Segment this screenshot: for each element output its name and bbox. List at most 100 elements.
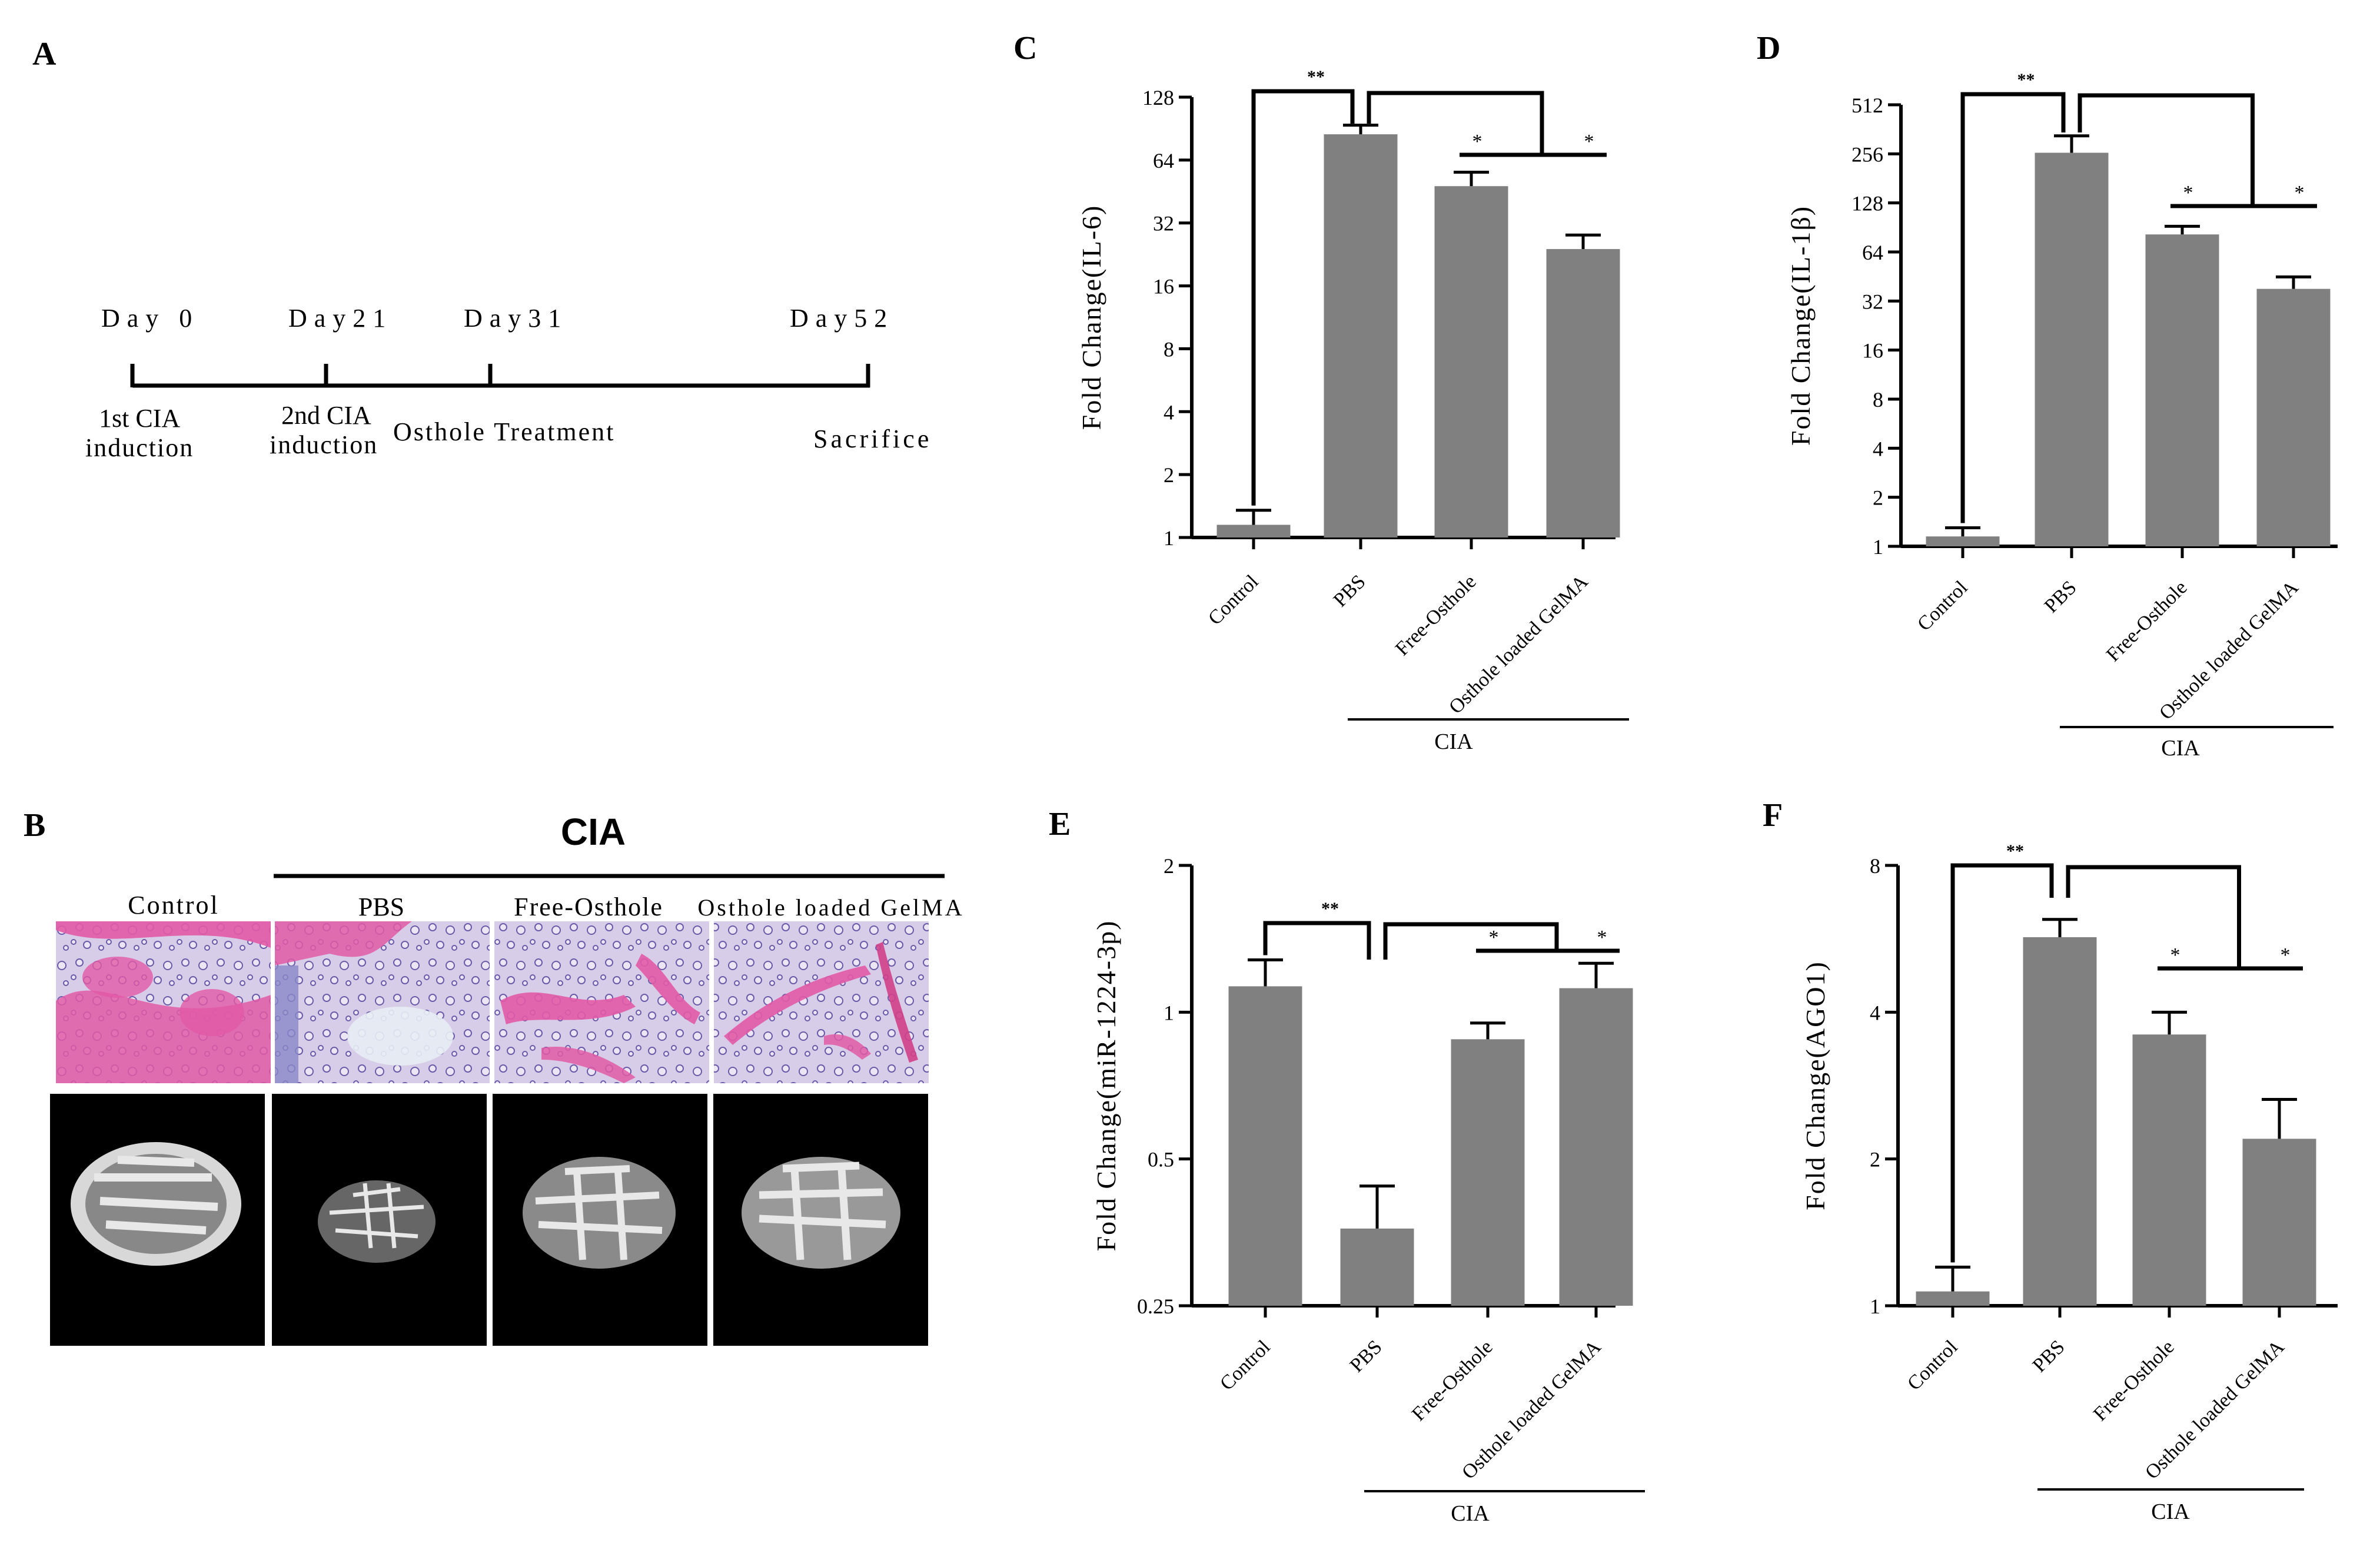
bar: [1546, 249, 1620, 537]
bar: [2145, 234, 2219, 547]
event-1st-induction: induction: [85, 433, 194, 462]
group-label: CIA: [1434, 729, 1473, 754]
chart-f: 1 2 4 8 Fold Change(AGO1) Control PBS Free-Osth…: [1800, 841, 2338, 1524]
y-tick-label: 4: [1164, 400, 1174, 424]
he-image-pbs: [275, 921, 490, 1083]
y-tick-label: 32: [1862, 290, 1883, 313]
significance-bracket: [2077, 93, 2255, 206]
y-tick-label: 4: [1873, 437, 1883, 460]
col-label-control: Control: [128, 891, 219, 920]
panel-a-letter: A: [32, 36, 56, 72]
panel-a: A Day 0 Day21 Day31 Day52 1st CIA induct…: [32, 36, 932, 462]
col-label-free-osthole: Free-Osthole: [514, 892, 663, 921]
day-label-31: Day31: [464, 304, 568, 333]
he-image-free-osthole: [494, 921, 709, 1083]
chart-c: 1 2 4 8 16 32 64 128 Fold Change(IL-6) Control PBS…: [1076, 67, 1629, 754]
category-label: Free-Osthole: [2102, 576, 2192, 666]
event-2nd-cia: 2nd CIA: [281, 401, 371, 430]
bar: [1451, 1039, 1525, 1306]
bar: [2242, 1139, 2316, 1306]
panel-d-letter: D: [1757, 30, 1780, 67]
significance-label: *: [1597, 927, 1607, 948]
bar: [1559, 988, 1633, 1306]
significance-label: **: [1307, 67, 1325, 87]
panel-c-letter: C: [1013, 30, 1037, 67]
significance-label: *: [2281, 944, 2291, 966]
microct-image-control: [50, 1094, 265, 1346]
category-label: Control: [1204, 570, 1263, 629]
significance-bracket: [1383, 922, 1559, 960]
y-tick-label: 128: [1852, 192, 1883, 215]
bar: [2256, 288, 2331, 546]
y-tick-label: 512: [1852, 94, 1883, 117]
y-tick-label: 0.25: [1137, 1295, 1174, 1318]
y-tick-label: 1: [1870, 1295, 1880, 1318]
y-tick-label: 32: [1153, 212, 1174, 235]
day-label-21: Day21: [288, 304, 393, 333]
he-image-gelma: [714, 921, 929, 1083]
significance-label: *: [1472, 131, 1482, 152]
cia-header: CIA: [561, 811, 626, 853]
category-label: Control: [1216, 1336, 1275, 1395]
event-treatment: Osthole Treatment: [393, 417, 615, 446]
y-tick-label: 8: [1873, 388, 1883, 412]
event-1st-cia: 1st CIA: [99, 404, 180, 433]
group-label: CIA: [2151, 1499, 2190, 1524]
panel-e-letter: E: [1049, 806, 1071, 842]
bar: [1340, 1228, 1414, 1306]
category-label: PBS: [2029, 1336, 2069, 1376]
y-tick-label: 64: [1153, 149, 1174, 172]
significance-bracket: [1367, 91, 1544, 155]
he-image-control: [56, 921, 271, 1083]
category-label: Free-Osthole: [2089, 1336, 2179, 1425]
y-tick-label: 8: [1870, 854, 1880, 878]
significance-label: **: [1321, 899, 1339, 918]
category-label: Free-Osthole: [1408, 1336, 1497, 1425]
y-tick-label: 256: [1852, 142, 1883, 166]
group-label: CIA: [2161, 736, 2200, 761]
day-label-52: Day52: [790, 304, 894, 333]
significance-bracket: [1950, 863, 2054, 1263]
significance-label: **: [2017, 70, 2035, 89]
bar: [1916, 1291, 1990, 1306]
panel-c: C 1 2 4 8 16 32 64 128 Fold Change(IL-6) Control P…: [1013, 30, 1629, 754]
panel-d: D 1 2 4 8 16 32 64 128 256 512 Fold Change(IL-1β) C…: [1757, 30, 2338, 761]
col-label-gelma: Osthole loaded GelMA: [697, 894, 964, 921]
bar: [1228, 986, 1302, 1306]
y-tick-label: 128: [1142, 86, 1174, 109]
col-label-pbs: PBS: [358, 892, 404, 921]
y-tick-label: 2: [1870, 1148, 1880, 1172]
panel-e: E 0.25 0.5 1 2 Fold Change(miR-1224-3p) Contr…: [1049, 806, 1645, 1526]
category-label: PBS: [1346, 1336, 1387, 1376]
significance-bracket: [2066, 865, 2241, 968]
event-sacrifice: Sacrifice: [813, 424, 932, 453]
microct-image-free-osthole: [493, 1094, 707, 1346]
y-tick-label: 1: [1873, 535, 1883, 559]
microct-image-gelma: [713, 1094, 928, 1346]
y-tick-label: 16: [1153, 275, 1174, 298]
bar: [1216, 525, 1291, 537]
category-label: Free-Osthole: [1391, 570, 1481, 660]
category-label: Control: [1903, 1336, 1962, 1395]
bar: [1926, 536, 2000, 546]
significance-label: *: [2170, 944, 2180, 966]
bar: [1434, 186, 1508, 537]
y-tick-label: 1: [1164, 526, 1174, 550]
significance-label: *: [2295, 182, 2305, 204]
bar: [2035, 152, 2109, 546]
y-tick-label: 16: [1862, 339, 1883, 363]
event-2nd-induction: induction: [270, 430, 378, 459]
panel-f: F 1 2 4 8 Fold Change(AGO1) Control PBS Free-Os…: [1763, 797, 2338, 1524]
panel-f-letter: F: [1763, 797, 1783, 834]
chart-e: 0.25 0.5 1 2 Fold Change(miR-1224-3p) Control…: [1091, 854, 1645, 1526]
y-tick-label: 2: [1873, 486, 1883, 510]
y-tick-label: 64: [1862, 241, 1883, 264]
significance-label: *: [1489, 927, 1499, 948]
significance-label: *: [1584, 131, 1594, 152]
y-tick-label: 8: [1164, 337, 1174, 361]
significance-bracket: [1960, 92, 2066, 523]
y-axis-label: Fold Change(miR-1224-3p): [1091, 920, 1121, 1252]
microct-image-pbs: [272, 1094, 487, 1346]
y-axis-label: Fold Change(AGO1): [1800, 961, 1830, 1210]
